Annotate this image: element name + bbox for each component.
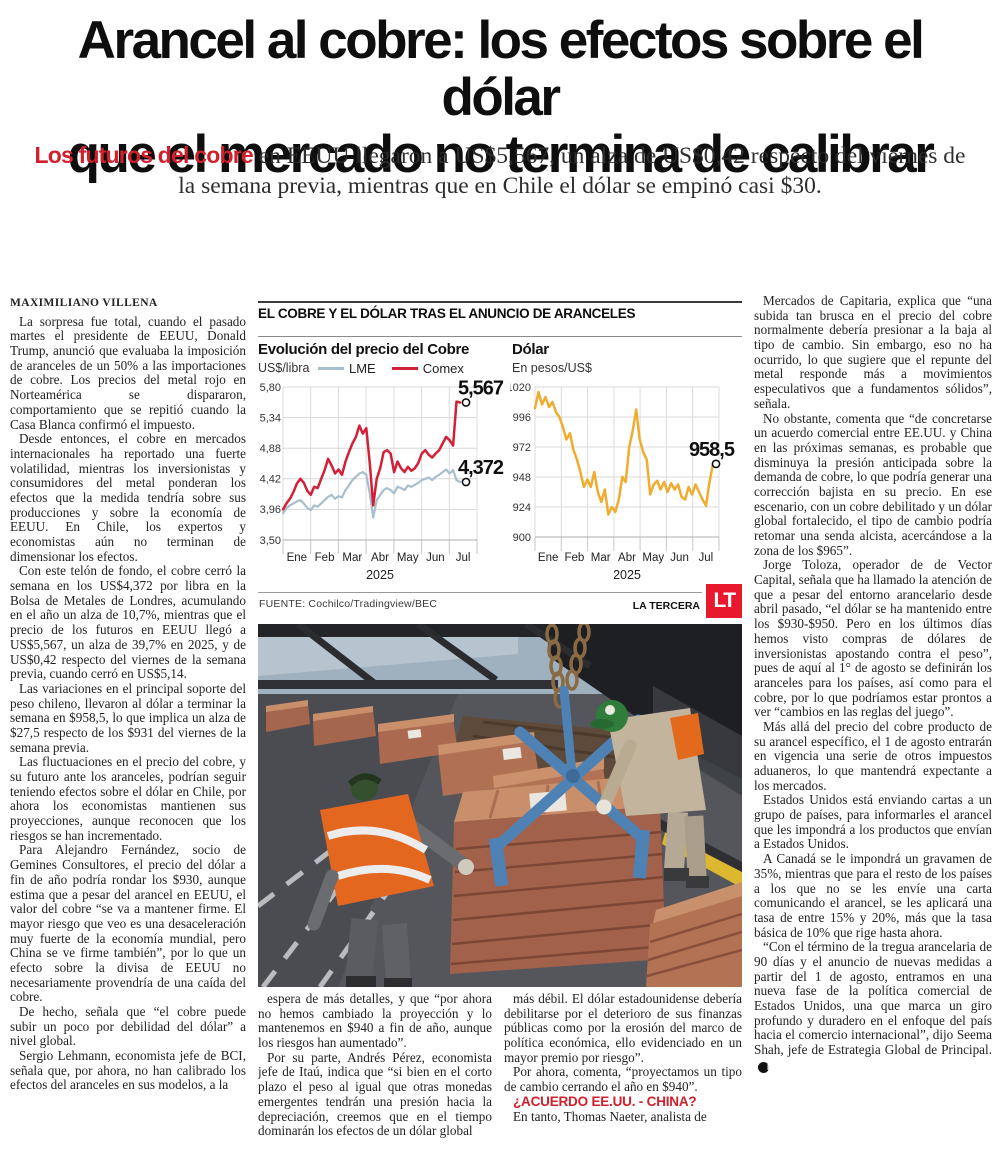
- svg-text:5,34: 5,34: [260, 412, 281, 424]
- paragraph: Desde entonces, el cobre en mercados int…: [10, 431, 246, 564]
- lt-logo: LT: [706, 584, 742, 618]
- paragraph: Las fluctuaciones en el precio del cobre…: [10, 754, 246, 843]
- legend-item-comex: Comex: [391, 361, 464, 376]
- paragraph: A Canadá se le impondrá un gravamen de 3…: [754, 851, 992, 940]
- svg-text:5,567: 5,567: [458, 378, 504, 400]
- svg-text:Mar: Mar: [342, 552, 362, 564]
- svg-text:924: 924: [513, 502, 531, 514]
- paragraph: Para Alejandro Fernández, socio de Gemin…: [10, 842, 246, 1005]
- dollar-chart-ylabel: En pesos/US$: [512, 361, 592, 375]
- kicker: Los futuros del cobre en EEUU llegaron a…: [28, 140, 972, 201]
- copper-price-chart: 5,80 5,34 4,88 4,42 3,96 3,50 Ene Feb Mar Abr May J…: [260, 378, 505, 582]
- svg-text:Jun: Jun: [426, 552, 445, 564]
- svg-text:2025: 2025: [613, 568, 641, 582]
- svg-text:4,372: 4,372: [458, 457, 504, 479]
- svg-text:Jun: Jun: [670, 552, 689, 564]
- column1-paragraphs: La sorpresa fue total, cuando el pasado …: [10, 313, 246, 1093]
- svg-text:4,42: 4,42: [260, 474, 281, 486]
- article-photo: [258, 624, 742, 987]
- paragraph: Con este telón de fondo, el cobre cerró …: [10, 563, 246, 682]
- byline: MAXIMILIANO VILLENA: [10, 297, 158, 309]
- column2-paragraphs: espera de más detalles, y que “por ahora…: [258, 992, 492, 1139]
- svg-text:1020: 1020: [510, 382, 531, 394]
- svg-text:Jul: Jul: [456, 552, 471, 564]
- svg-text:3,50: 3,50: [260, 535, 281, 547]
- source-credit: FUENTE: Cochilco/Tradingview/BEC: [259, 598, 438, 610]
- lme-line-swatch: [318, 366, 344, 371]
- paragraph: Por ahora, comenta, “proyectamos un tipo…: [504, 1064, 742, 1095]
- article-column-1: MAXIMILIANO VILLENA La sorpresa fue tota…: [10, 296, 246, 1162]
- svg-text:Mar: Mar: [591, 552, 611, 564]
- paragraph: Mercados de Capitaria, explica que “una …: [754, 294, 992, 411]
- end-of-article-mark: P: [758, 1061, 772, 1073]
- column3-paragraphs-2: En tanto, Thomas Naeter, analista de: [504, 1108, 742, 1125]
- svg-text:972: 972: [513, 442, 531, 454]
- svg-text:5,80: 5,80: [260, 382, 281, 394]
- svg-text:2025: 2025: [366, 568, 394, 582]
- legend-item-lme: LME: [318, 361, 376, 376]
- kicker-text: en EEUU llegaron a US$5,567, un alza de …: [178, 143, 966, 199]
- section-subhead: ¿ACUERDO EE.UU. - CHINA?: [513, 1093, 697, 1109]
- infographic-divider-rule: [258, 336, 742, 337]
- svg-text:Abr: Abr: [618, 552, 636, 564]
- paragraph: Estados Unidos está enviando cartas a un…: [754, 792, 992, 852]
- source-rule: [258, 592, 702, 593]
- dollar-chart: 1020 996 972 948 924 900 Ene Feb Mar Abr May Jun Jul…: [510, 382, 736, 582]
- svg-text:4,88: 4,88: [260, 443, 281, 455]
- svg-text:May: May: [642, 552, 664, 564]
- legend-label-comex: Comex: [422, 361, 464, 376]
- svg-text:Ene: Ene: [287, 552, 307, 564]
- comex-line-swatch: [391, 366, 418, 371]
- article-column-4: Mercados de Capitaria, explica que “una …: [754, 294, 992, 1162]
- paragraph: En tanto, Thomas Naeter, analista de: [513, 1108, 707, 1124]
- dollar-chart-title: Dólar: [512, 341, 549, 358]
- paragraph: La sorpresa fue total, cuando el pasado …: [10, 313, 246, 432]
- paragraph: Sergio Lehmann, economista jefe de BCI, …: [10, 1048, 246, 1093]
- svg-text:Abr: Abr: [371, 552, 389, 564]
- paragraph: Más allá del precio del cobre producto d…: [754, 718, 992, 793]
- paragraph: De hecho, señala que “el cobre puede sub…: [10, 1004, 246, 1049]
- svg-text:Ene: Ene: [538, 552, 558, 564]
- copper-chart-legend: LME Comex: [318, 361, 464, 376]
- copper-cathodes-photo-illustration: [258, 624, 742, 987]
- svg-text:Feb: Feb: [315, 552, 335, 564]
- svg-text:996: 996: [513, 412, 531, 424]
- svg-text:900: 900: [513, 532, 531, 544]
- paragraph: Jorge Toloza, operador de de Vector Capi…: [754, 557, 992, 720]
- svg-text:Jul: Jul: [699, 552, 714, 564]
- svg-text:3,96: 3,96: [260, 504, 281, 516]
- article-column-3: más débil. El dólar estadounidense deber…: [504, 992, 742, 1163]
- paragraph: No obstante, comenta que “de concretarse…: [754, 410, 992, 558]
- infographic-header: EL COBRE Y EL DÓLAR TRAS EL ANUNCIO DE A…: [258, 306, 636, 321]
- column4-paragraphs: Mercados de Capitaria, explica que “una …: [754, 294, 992, 1073]
- headline: Arancel al cobre: los efectos sobre el d…: [15, 12, 985, 183]
- paragraph: “Con el término de la tregua arancelaria…: [754, 939, 992, 1073]
- paragraph: Por su parte, Andrés Pérez, economista j…: [258, 1049, 492, 1139]
- article-column-2: espera de más detalles, y que “por ahora…: [258, 992, 492, 1163]
- headline-line2: que el mercado no termina de calibrar: [67, 125, 935, 184]
- svg-text:May: May: [397, 552, 419, 564]
- headline-line1: Arancel al cobre: los efectos sobre el d…: [77, 11, 925, 127]
- kicker-lead: Los futuros del cobre: [34, 142, 254, 168]
- la-tercera-credit: LA TERCERA: [632, 600, 700, 612]
- infographic-top-rule: [258, 301, 742, 303]
- paragraph: Las variaciones en el principal soporte …: [10, 680, 246, 755]
- paragraph: espera de más detalles, y que “por ahora…: [258, 992, 492, 1051]
- svg-text:958,5: 958,5: [689, 439, 735, 461]
- legend-label-lme: LME: [349, 361, 376, 376]
- copper-chart-title: Evolución del precio del Cobre: [258, 341, 470, 358]
- paragraph: más débil. El dólar estadounidense deber…: [504, 992, 742, 1065]
- copper-chart-ylabel: US$/libra: [258, 361, 310, 375]
- svg-text:Feb: Feb: [565, 552, 585, 564]
- column3-paragraphs: más débil. El dólar estadounidense deber…: [504, 992, 742, 1095]
- svg-text:948: 948: [513, 472, 531, 484]
